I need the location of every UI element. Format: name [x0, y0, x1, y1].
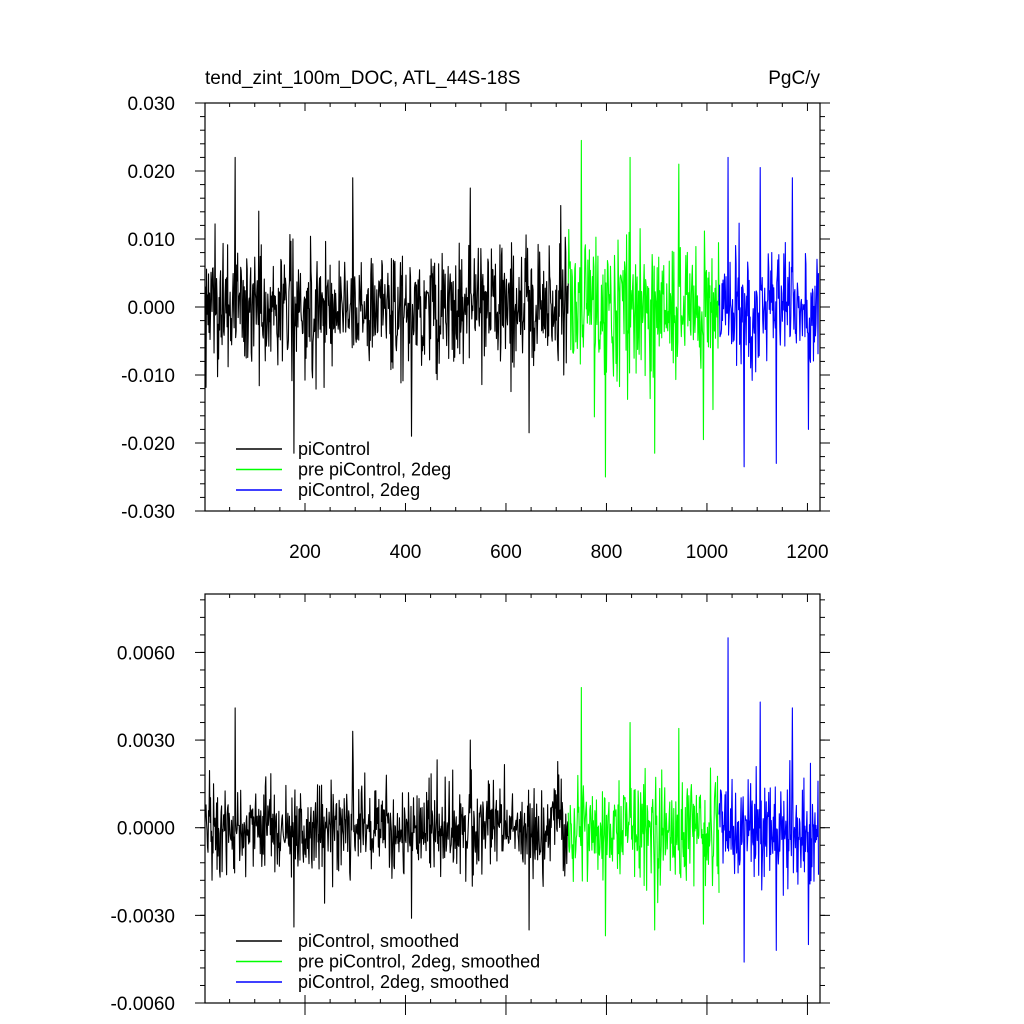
top-x-tick-label-1200: 1200	[786, 542, 828, 563]
top-series-line-1	[204, 156, 569, 454]
bottom-series-line-1	[204, 707, 569, 931]
top-x-tick-label-400: 400	[390, 542, 422, 563]
top-y-tick-label: 0.010	[127, 230, 175, 251]
bottom-legend-label-2: pre piControl, 2deg, smoothed	[298, 952, 540, 972]
bottom-panel: -0.0060 -0.0030 0.0000 0.0030 0.0060 piContr…	[111, 593, 830, 1015]
bottom-y-tick-label: 0.0000	[117, 819, 175, 840]
top-series-line-2	[567, 139, 720, 478]
top-x-tick-label-600: 600	[490, 542, 522, 563]
top-y-tick-label: 0.020	[127, 162, 175, 183]
bottom-series-group	[204, 637, 820, 963]
bottom-y-tick-label: -0.0030	[111, 906, 175, 927]
top-panel: tend_zint_100m_DOC, ATL_44S-18S PgC/y 20…	[121, 68, 830, 563]
top-chart-units: PgC/y	[768, 68, 820, 89]
top-series-line-3	[718, 156, 820, 468]
top-ticks-group: 200 400 600 800 1000 1200 -0.030 -0.020 -0.010 0.…	[121, 94, 830, 563]
bottom-plot-frame	[204, 593, 821, 1004]
bottom-series-line-2	[567, 686, 720, 937]
top-x-tick-label-1000: 1000	[686, 542, 728, 563]
top-x-tick-label-200: 200	[289, 542, 321, 563]
top-y-tick-label: 0.000	[127, 298, 175, 319]
bottom-y-tick-label: 0.0030	[117, 731, 175, 752]
top-y-tick-label: 0.030	[127, 94, 175, 115]
top-legend-label-3: piControl, 2deg	[298, 480, 420, 500]
top-legend-label-1: piControl	[298, 439, 370, 459]
bottom-legend-label-1: piControl, smoothed	[298, 931, 459, 951]
top-y-tick-label: -0.020	[121, 434, 175, 455]
top-y-tick-label: -0.010	[121, 366, 175, 387]
top-series-group	[204, 139, 820, 478]
top-legend-label-2: pre piControl, 2deg	[298, 460, 451, 480]
bottom-legend-label-3: piControl, 2deg, smoothed	[298, 972, 509, 992]
bottom-y-tick-label: 0.0060	[117, 643, 175, 664]
bottom-series-line-3	[718, 637, 820, 963]
bottom-y-tick-label: -0.0060	[111, 994, 175, 1015]
top-chart-title: tend_zint_100m_DOC, ATL_44S-18S	[205, 68, 520, 89]
bottom-ticks-group: -0.0060 -0.0030 0.0000 0.0030 0.0060	[111, 594, 830, 1015]
top-plot-frame	[204, 102, 821, 512]
top-y-tick-label: -0.030	[121, 502, 175, 523]
top-x-tick-label-800: 800	[591, 542, 623, 563]
